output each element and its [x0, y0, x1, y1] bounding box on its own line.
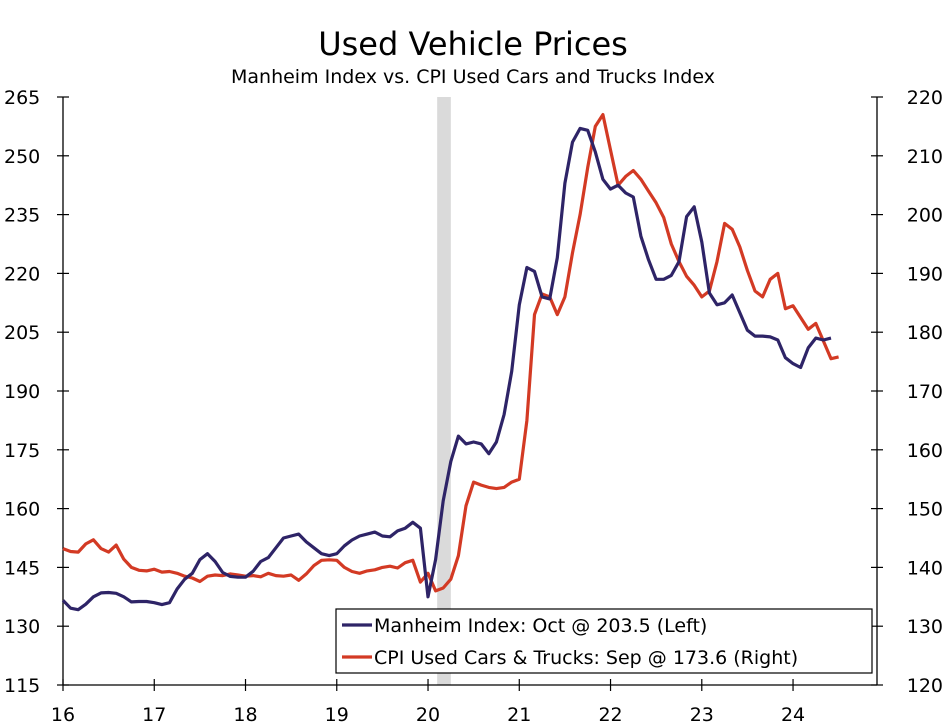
- y-left-tick-label: 235: [4, 205, 40, 227]
- x-tick-label: 22: [598, 704, 622, 726]
- y-right-tick-label: 180: [907, 322, 943, 344]
- y-left-tick-label: 160: [4, 499, 40, 521]
- x-tick-label: 19: [325, 704, 349, 726]
- y-right-tick-label: 200: [907, 205, 943, 227]
- x-tick-label: 16: [51, 704, 75, 726]
- y-left-tick-label: 265: [4, 87, 40, 109]
- x-tick-label: 24: [781, 704, 805, 726]
- x-tick-label: 21: [507, 704, 531, 726]
- legend-box: [335, 608, 873, 674]
- series-line-manheim: [61, 126, 832, 612]
- y-right-tick-label: 150: [907, 499, 943, 521]
- y-right-tick-label: 170: [907, 381, 943, 403]
- chart-title: Used Vehicle Prices: [318, 25, 628, 63]
- y-left-tick-label: 115: [4, 675, 40, 697]
- x-tick-label: 17: [142, 704, 166, 726]
- y-left-tick-label: 130: [4, 616, 40, 638]
- y-right-tick-label: 190: [907, 263, 943, 285]
- y-right-tick-label: 140: [907, 557, 943, 579]
- chart-subtitle: Manheim Index vs. CPI Used Cars and Truc…: [231, 66, 715, 88]
- y-left-tick-label: 205: [4, 322, 40, 344]
- y-left-tick-label: 145: [4, 557, 40, 579]
- y-axis-right-labels: 220 210 200 190 180 170 160 150 140 130 120: [907, 87, 943, 697]
- legend-label-cpi: CPI Used Cars & Trucks: Sep @ 173.6 (Rig…: [374, 647, 798, 669]
- y-right-tick-label: 130: [907, 616, 943, 638]
- y-right-tick-label: 120: [907, 675, 943, 697]
- x-tick-label: 18: [233, 704, 257, 726]
- y-right-tick-label: 210: [907, 146, 943, 168]
- y-left-tick-label: 175: [4, 440, 40, 462]
- y-right-tick-label: 220: [907, 87, 943, 109]
- axis-ticks: [57, 96, 883, 691]
- legend: Manheim Index: Oct @ 203.5 (Left) CPI Us…: [335, 608, 873, 674]
- recession-band: [437, 97, 451, 685]
- x-tick-label: 23: [690, 704, 714, 726]
- y-left-tick-label: 190: [4, 381, 40, 403]
- y-left-tick-label: 250: [4, 146, 40, 168]
- legend-label-manheim: Manheim Index: Oct @ 203.5 (Left): [374, 615, 707, 637]
- y-axis-left-labels: 265 250 235 220 205 190 175 160 145 130 115: [4, 87, 40, 697]
- x-tick-label: 20: [416, 704, 440, 726]
- y-right-tick-label: 160: [907, 440, 943, 462]
- y-left-tick-label: 220: [4, 263, 40, 285]
- x-axis-labels: 16 17 18 19 20 21 22 23 24: [51, 704, 805, 726]
